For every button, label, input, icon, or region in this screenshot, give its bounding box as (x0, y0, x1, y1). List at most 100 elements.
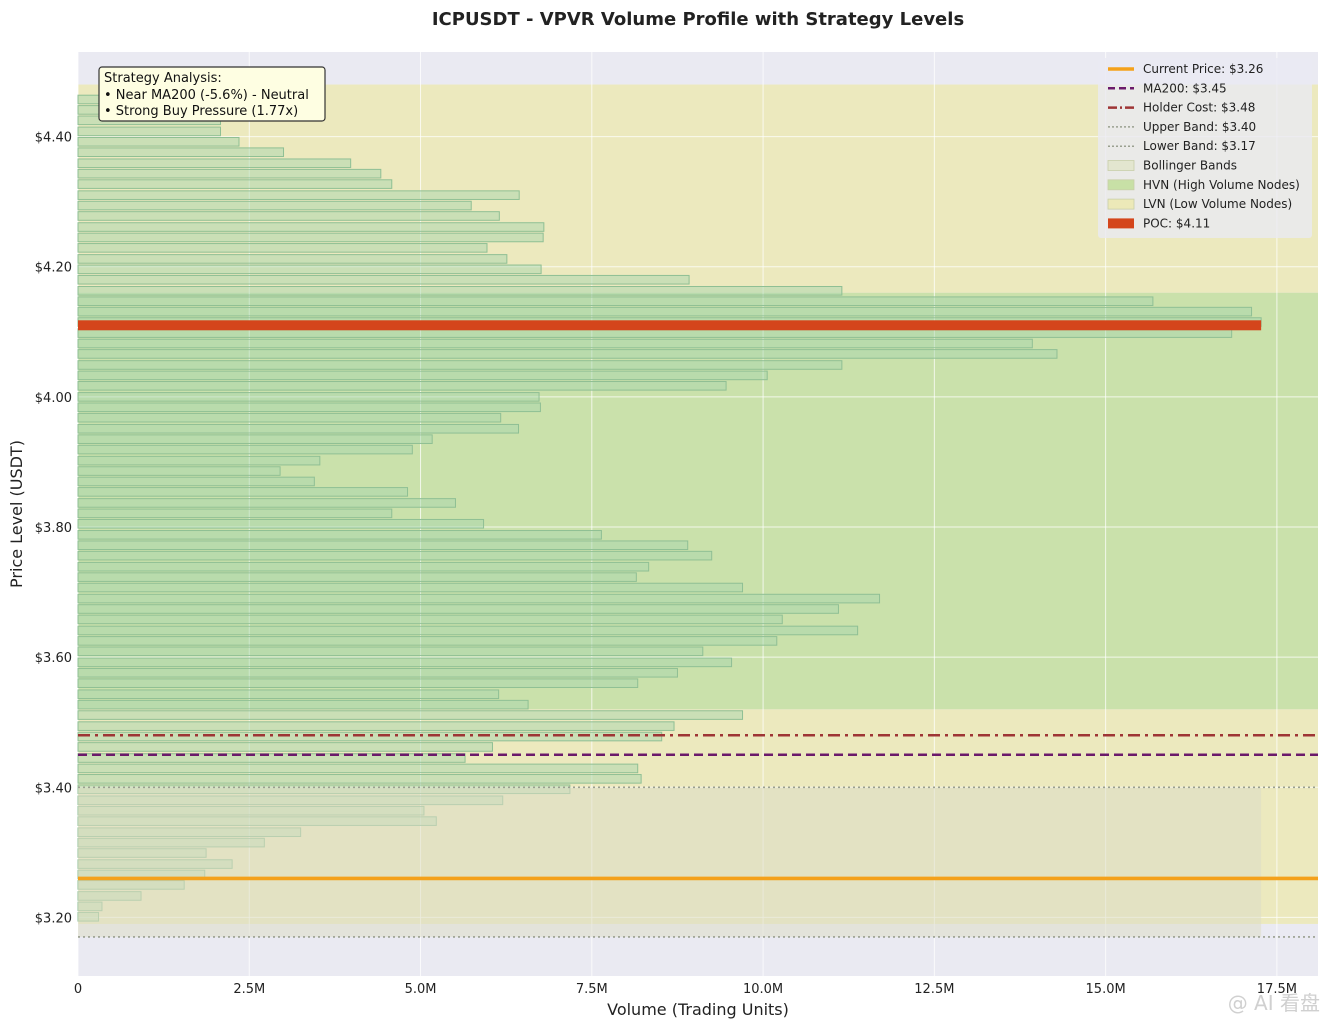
legend-label: Lower Band: $3.17 (1143, 139, 1256, 153)
volume-bar (77, 678, 639, 688)
level-lines (78, 320, 1318, 938)
volume-bar (77, 338, 1033, 349)
volume-bar (77, 232, 544, 243)
volume-bar (77, 614, 783, 625)
volume-bar (77, 211, 500, 221)
volume-bar (77, 126, 221, 137)
volume-bar (77, 699, 529, 710)
legend-entry: LVN (Low Volume Nodes) (1107, 197, 1292, 211)
volume-bar (77, 742, 493, 752)
legend-label: POC: $4.11 (1143, 216, 1210, 230)
volume-bar (77, 136, 240, 147)
legend: Current Price: $3.26 MA200: $3.45 Holder C… (1098, 58, 1312, 238)
x-axis-label: Volume (Trading Units) (607, 1000, 789, 1019)
legend-entry: Upper Band: $3.40 (1108, 120, 1256, 134)
volume-bar (77, 296, 1154, 307)
volume-bar (77, 636, 778, 646)
legend-label: Bollinger Bands (1143, 159, 1237, 173)
volume-bar (77, 657, 733, 668)
volume-bar (77, 498, 456, 508)
volume-bar (77, 412, 502, 423)
x-tick-label-0: 0 (74, 982, 82, 997)
volume-bar (77, 487, 409, 497)
volume-bar (77, 168, 382, 179)
volume-bar (77, 254, 508, 264)
x-tick-label-1: 2.5M (233, 982, 265, 997)
volume-bar (77, 455, 321, 466)
strategy-annotation: Strategy Analysis: • Near MA200 (-5.6%) … (98, 66, 326, 122)
volume-bar (77, 264, 542, 275)
volume-bar (77, 286, 843, 296)
legend-label: HVN (High Volume Nodes) (1143, 178, 1300, 192)
y-tick-label-0: $3.20 (35, 911, 72, 926)
volume-bar (77, 402, 541, 413)
annotation-line-1: Strategy Analysis: (104, 71, 222, 86)
volume-bar (77, 349, 1058, 359)
bollinger-band-area (78, 787, 1262, 937)
legend-label: MA200: $3.45 (1143, 81, 1227, 95)
legend-label: Current Price: $3.26 (1143, 62, 1263, 76)
watermark-text: @ AI 看盘 (1228, 991, 1320, 1015)
volume-bar (77, 561, 650, 572)
volume-bar (77, 508, 393, 519)
x-axis-ticks: 0 2.5M 5.0M 7.5M 10.0M 12.5M 15.0M 17.5M (74, 982, 1297, 997)
volume-bar (77, 763, 639, 774)
volume-bar (77, 710, 744, 720)
legend-entry: Holder Cost: $3.48 (1108, 101, 1255, 115)
volume-bar (77, 466, 281, 476)
x-tick-label-7: 17.5M (1257, 982, 1297, 997)
volume-bar (77, 721, 675, 731)
volume-bars (77, 94, 1262, 937)
volume-bar (77, 444, 413, 455)
volume-bar (77, 582, 744, 593)
y-axis-label: Price Level (USDT) (7, 440, 26, 588)
volume-bar (77, 423, 520, 434)
x-tick-label-6: 15.0M (1086, 982, 1126, 997)
volume-bar (77, 274, 690, 285)
volume-bar (77, 222, 545, 232)
legend-label: LVN (Low Volume Nodes) (1143, 197, 1292, 211)
volume-bar (77, 392, 540, 402)
volume-bar (77, 518, 485, 529)
volume-bar (77, 667, 678, 678)
annotation-line-2: • Near MA200 (-5.6%) - Neutral (104, 88, 309, 103)
volume-bar (77, 753, 466, 763)
volume-bar (77, 200, 472, 211)
annotation-box (98, 66, 326, 122)
y-tick-label-4: $4.00 (35, 391, 72, 406)
volume-bar (77, 530, 602, 540)
volume-bar (77, 381, 727, 391)
legend-entry: Current Price: $3.26 (1108, 62, 1263, 76)
volume-bar (77, 550, 713, 561)
legend-swatch (1107, 198, 1135, 210)
volume-bar (77, 731, 663, 742)
volume-bar (77, 689, 500, 700)
volume-bar (77, 158, 352, 169)
volume-bar (77, 593, 881, 604)
legend-entry: Bollinger Bands (1107, 159, 1237, 173)
y-tick-label-2: $3.60 (35, 651, 72, 666)
volume-bar (77, 774, 642, 784)
legend-entry: POC: $4.11 (1108, 216, 1210, 230)
y-axis-ticks: $3.20 $3.40 $3.60 $3.80 $4.00 $4.20 $4.40 (35, 131, 72, 927)
volume-bar (77, 476, 315, 487)
x-tick-label-4: 10.0M (743, 982, 783, 997)
volume-bar (77, 243, 488, 253)
y-tick-label-3: $3.80 (35, 521, 72, 536)
volume-bar (77, 147, 285, 158)
y-tick-label-5: $4.20 (35, 261, 72, 276)
poc-bar (78, 320, 1262, 331)
volume-bar (77, 625, 859, 636)
x-tick-label-2: 5.0M (405, 982, 437, 997)
volume-bar (77, 540, 689, 551)
legend-frame (1098, 58, 1312, 238)
legend-label: Upper Band: $3.40 (1143, 120, 1256, 134)
legend-entries: Current Price: $3.26 MA200: $3.45 Holder C… (1107, 62, 1300, 230)
volume-bar (77, 604, 839, 614)
legend-swatch (1107, 160, 1135, 171)
legend-swatch (1107, 179, 1135, 191)
volume-bar (77, 434, 433, 444)
volume-bar (77, 179, 393, 189)
